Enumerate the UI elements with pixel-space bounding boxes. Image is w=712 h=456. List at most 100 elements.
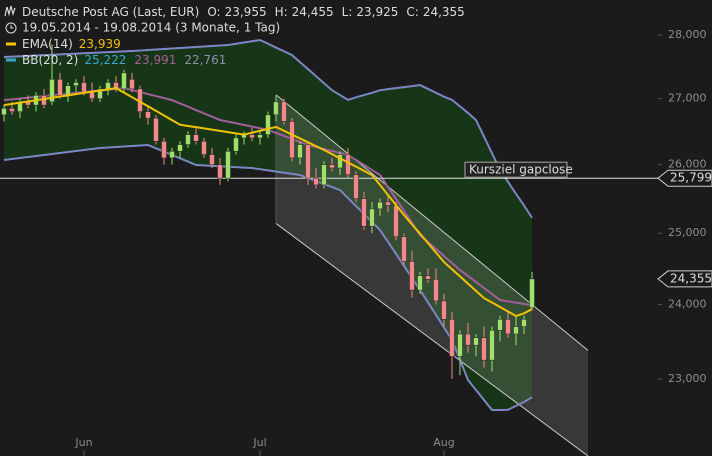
quote-value: 24,355	[423, 5, 465, 19]
x-tick-label: Jul	[252, 436, 266, 449]
candle-body	[393, 205, 399, 237]
candle-body	[481, 337, 487, 361]
candle-body	[105, 82, 111, 90]
candle-body	[465, 333, 471, 346]
chart-icon	[4, 5, 16, 17]
bollinger-upper	[3, 38, 533, 219]
candle-body	[89, 91, 95, 99]
candle-body	[65, 85, 71, 96]
band-fill	[4, 40, 532, 411]
candle-body	[217, 164, 223, 179]
legend-name: BB(20, 2)	[22, 53, 78, 67]
header: Deutsche Post AG (Last, EUR) O: 23,955 H: 24…	[4, 5, 465, 67]
last-price-tag: 24,355	[670, 271, 712, 285]
candle-body	[81, 82, 87, 93]
candle-body	[353, 174, 359, 199]
y-tick-label: 23,000	[668, 372, 707, 385]
legend-value: 22,761	[184, 53, 226, 67]
candle-body	[145, 111, 151, 119]
candle-body	[369, 208, 375, 227]
candle-body	[337, 154, 343, 169]
legend-value: 23,991	[134, 53, 176, 67]
candle-body	[417, 275, 423, 291]
candle-body	[529, 278, 535, 309]
channel-upper	[275, 94, 589, 351]
candle-body	[489, 330, 495, 361]
y-tick-label: 26,000	[668, 158, 707, 171]
candle-body	[441, 300, 447, 320]
candle-body	[281, 101, 287, 122]
candle-body	[305, 144, 311, 179]
candle-body	[257, 134, 263, 139]
candle-body	[209, 154, 215, 165]
candle-body	[233, 137, 239, 152]
quote-value: 23,925	[356, 5, 398, 19]
quote-value: 24,455	[292, 5, 334, 19]
candle-body	[497, 318, 503, 331]
plot-area: Jun Jul Aug Kursziel gapclose	[0, 38, 658, 456]
legend-value: 23,939	[79, 37, 121, 51]
candle-body	[185, 134, 191, 145]
candle-body	[449, 318, 455, 357]
legend-entry: BB(20, 2) 25,222 23,991 22,761	[22, 53, 226, 67]
candle-body	[377, 201, 383, 210]
quote-line: Deutsche Post AG (Last, EUR) O: 23,955 H: 24…	[22, 5, 465, 19]
candle-body	[433, 279, 439, 302]
candle-body	[385, 201, 391, 206]
quote-key: H:	[275, 5, 288, 19]
candle-body	[401, 236, 407, 262]
candle-body	[505, 318, 511, 335]
candle-body	[225, 150, 231, 179]
candle-body	[249, 134, 255, 139]
last-price-tag-box	[657, 270, 712, 288]
candle-body	[521, 318, 527, 327]
candle-body	[513, 326, 519, 335]
legend-value: 25,222	[84, 53, 126, 67]
y-tick-label: 27,000	[668, 92, 707, 105]
legend-name: EMA(14)	[22, 37, 73, 51]
candle-body	[153, 117, 159, 142]
clock-icon	[5, 22, 17, 34]
candle-body	[161, 140, 167, 159]
bollinger-lower	[3, 144, 533, 412]
annotation-box	[464, 161, 568, 178]
target-tag-box	[657, 169, 712, 187]
y-tick-label: 25,000	[668, 226, 707, 239]
candle-body	[97, 88, 103, 99]
y-tick-label: 24,000	[668, 298, 707, 311]
candle-body	[329, 164, 335, 169]
period: 19.05.2014 - 19.08.2014 (3 Monate, 1 Tag…	[22, 21, 280, 35]
candle-body	[9, 108, 15, 112]
candle-body	[177, 144, 183, 152]
candle-body	[457, 333, 463, 357]
candle-body	[121, 72, 127, 90]
x-tick-label: Jun	[74, 436, 92, 449]
candle-body	[57, 79, 63, 96]
candle-body	[265, 114, 271, 135]
quote-key: O:	[207, 5, 220, 19]
candle-body	[289, 121, 295, 159]
annotation: Kursziel gapclose	[469, 163, 573, 177]
y-tick-label: 28,000	[668, 28, 707, 41]
candle-body	[1, 108, 7, 116]
candle-body	[313, 177, 319, 186]
quote-key: C:	[406, 5, 418, 19]
clock-hands	[10, 25, 14, 29]
candle-body	[49, 79, 55, 103]
candle-body	[361, 198, 367, 227]
instrument-title: Deutsche Post AG (Last, EUR)	[22, 5, 199, 19]
candle-body	[297, 144, 303, 159]
candle-body	[273, 101, 279, 116]
legend-entry: EMA(14) 23,939	[22, 37, 121, 51]
candle-body	[425, 275, 431, 280]
candle-body	[473, 337, 479, 346]
candle-body	[169, 150, 175, 159]
candle-body	[129, 79, 135, 90]
quote-key: L:	[342, 5, 353, 19]
candle-body	[193, 134, 199, 142]
target-tag: 25,799	[670, 171, 712, 185]
candle-body	[409, 261, 415, 291]
channel-lower	[275, 223, 589, 456]
